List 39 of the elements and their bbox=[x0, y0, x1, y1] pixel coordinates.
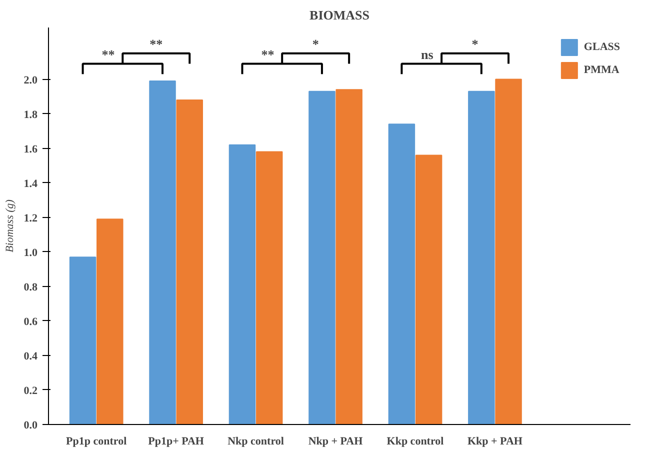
y-tick-label: 1.8 bbox=[24, 108, 38, 121]
annotation: * bbox=[312, 36, 319, 52]
bar bbox=[256, 151, 283, 424]
bar bbox=[415, 154, 442, 424]
annotation: ns bbox=[421, 47, 434, 62]
x-tick-label: Nkp control bbox=[228, 436, 284, 448]
chart-title: BIOMASS bbox=[310, 8, 370, 22]
bar bbox=[176, 99, 203, 424]
bar bbox=[336, 89, 362, 424]
annotation: * bbox=[472, 36, 478, 52]
y-tick-label: 0.8 bbox=[24, 281, 38, 294]
bar bbox=[495, 78, 522, 424]
legend-label: PMMA bbox=[584, 64, 620, 76]
y-tick-label: 1.6 bbox=[24, 143, 38, 156]
y-tick-label: 0.4 bbox=[24, 350, 38, 362]
bar bbox=[388, 124, 416, 424]
y-tick-label: 0.6 bbox=[24, 316, 38, 328]
x-tick-label: Pp1p+ PAH bbox=[148, 436, 204, 448]
bar bbox=[69, 256, 96, 424]
annotation: ** bbox=[102, 47, 115, 62]
y-tick-label: 1.4 bbox=[24, 178, 38, 190]
bar bbox=[308, 90, 336, 424]
x-tick-label: Nkp + PAH bbox=[308, 436, 364, 448]
y-tick-label: 0.2 bbox=[24, 384, 38, 397]
y-tick-label: 1.2 bbox=[24, 212, 38, 224]
bar bbox=[96, 218, 124, 424]
x-tick-label: Kkp control bbox=[386, 436, 444, 448]
x-tick-label: Pp1p control bbox=[66, 436, 127, 448]
y-tick-label: 2.0 bbox=[24, 74, 38, 86]
bar bbox=[228, 144, 256, 424]
bar bbox=[468, 90, 495, 424]
legend-label: GLASS bbox=[584, 41, 620, 53]
y-axis-title: Biomass (g) bbox=[4, 199, 16, 252]
y-tick-label: 0.0 bbox=[24, 420, 38, 432]
bar bbox=[149, 80, 176, 424]
annotation: ** bbox=[150, 36, 163, 52]
x-tick-label: Kkp + PAH bbox=[467, 436, 523, 448]
annotation: ** bbox=[261, 47, 274, 62]
y-tick-label: 1.0 bbox=[24, 246, 38, 259]
